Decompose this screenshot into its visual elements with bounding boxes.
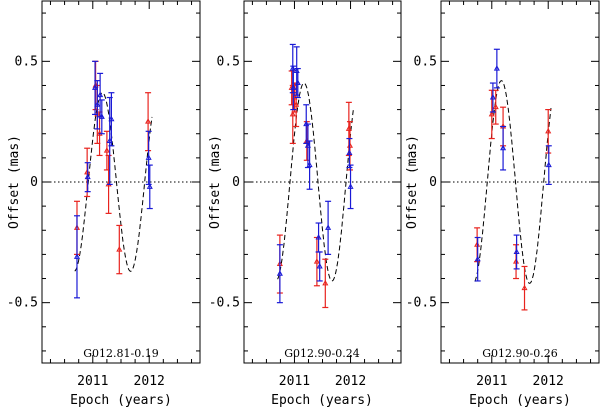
point-marker (91, 84, 99, 90)
x-tick-label: 2011 (77, 374, 108, 389)
data-point (489, 82, 496, 113)
point-marker (322, 279, 329, 286)
point-marker (108, 115, 115, 122)
x-tick-label: 2012 (335, 374, 366, 389)
model-curve (277, 82, 354, 282)
data-point (545, 145, 552, 186)
point-marker (316, 262, 323, 269)
point-marker (313, 258, 320, 264)
y-tick-label: 0 (30, 175, 38, 190)
panel-3-marks: 0.5 0 -0.5 2011 2012 (406, 1, 599, 389)
point-marker (500, 144, 507, 151)
panel-2-marks: 0.5 0 -0.5 2011 2012 (209, 1, 401, 389)
point-marker (488, 110, 495, 117)
panel-3-ylabel: Offset (mas) (405, 135, 420, 229)
point-marker (97, 91, 104, 98)
point-marker (146, 183, 153, 189)
panel-2-ylabel: Offset (mas) (208, 135, 223, 229)
y-tick-label: 0.5 (15, 54, 38, 69)
data-point (73, 215, 81, 299)
point-marker (290, 84, 297, 90)
point-marker (489, 93, 496, 100)
data-point (116, 224, 123, 275)
data-point (347, 164, 354, 210)
data-point (322, 258, 329, 309)
y-tick-label: 0.5 (217, 54, 240, 69)
point-marker (474, 255, 481, 262)
data-point (294, 67, 301, 99)
data-point (346, 137, 353, 169)
data-point (146, 164, 153, 210)
panel-3-xlabel: Epoch (years) (469, 393, 571, 408)
point-marker (306, 161, 313, 168)
y-tick-label: -0.5 (406, 296, 437, 311)
data-point (500, 125, 507, 171)
panel-2-xlabel: Epoch (years) (271, 393, 373, 408)
data-point (84, 162, 91, 193)
panel-3-source-label: G012.90-0.26 (482, 347, 558, 360)
point-marker (346, 149, 353, 156)
point-marker (294, 79, 301, 86)
data-point (521, 265, 528, 311)
data-point (474, 236, 481, 282)
point-marker (103, 147, 110, 153)
y-tick-label: 0 (429, 175, 437, 190)
data-point (316, 251, 323, 282)
y-tick-label: -0.5 (7, 296, 38, 311)
panel-1-xlabel: Epoch (years) (70, 393, 172, 408)
point-marker (145, 154, 152, 160)
point-marker (73, 253, 81, 259)
data-point (276, 244, 283, 304)
x-tick-label: 2012 (533, 374, 564, 389)
data-point (94, 80, 101, 130)
point-marker (347, 183, 354, 189)
panel-1-ylabel: Offset (mas) (7, 135, 22, 229)
point-marker (492, 103, 499, 110)
data-point (492, 89, 499, 125)
data-point (493, 48, 500, 89)
point-marker (145, 118, 152, 124)
data-point (325, 200, 332, 255)
data-point (103, 130, 110, 171)
point-marker (521, 284, 528, 291)
x-tick-label: 2011 (476, 374, 507, 389)
panel-1: 0.5 0 -0.5 2011 2012 G012.81-0.19 Epoch (yea… (7, 0, 201, 408)
point-marker (493, 65, 500, 71)
data-point (290, 65, 297, 111)
data-point (513, 234, 520, 270)
point-marker (84, 173, 91, 180)
y-tick-label: -0.5 (209, 296, 240, 311)
point-marker (545, 127, 552, 134)
point-marker (325, 224, 332, 230)
panel-3: 0.5 0 -0.5 2011 2012 G012.90-0.26 Epoch (yea… (405, 0, 600, 408)
data-point (306, 140, 313, 190)
y-tick-label: 0.5 (414, 54, 437, 69)
point-marker (116, 246, 123, 252)
data-point (145, 130, 152, 186)
panel-1-frame (41, 0, 201, 364)
panel-1-marks: 0.5 0 -0.5 2011 2012 (7, 1, 200, 389)
point-marker (289, 110, 296, 117)
point-marker (315, 233, 322, 240)
x-tick-label: 2012 (134, 374, 165, 389)
point-marker (545, 161, 552, 168)
x-tick-label: 2011 (279, 374, 310, 389)
point-marker (293, 101, 300, 107)
data-point (108, 92, 115, 147)
point-marker (276, 270, 283, 276)
panel-2-source-label: G012.90-0.24 (284, 347, 360, 360)
data-point (98, 99, 105, 135)
panel-2: 0.5 0 -0.5 2011 2012 G012.90-0.24 Epoch (yea… (208, 0, 402, 408)
point-marker (94, 101, 101, 107)
point-marker (98, 113, 105, 119)
point-marker (513, 248, 520, 254)
panel-3-frame (440, 0, 600, 364)
panel-1-source-label: G012.81-0.19 (83, 347, 159, 360)
y-tick-label: 0 (232, 175, 240, 190)
